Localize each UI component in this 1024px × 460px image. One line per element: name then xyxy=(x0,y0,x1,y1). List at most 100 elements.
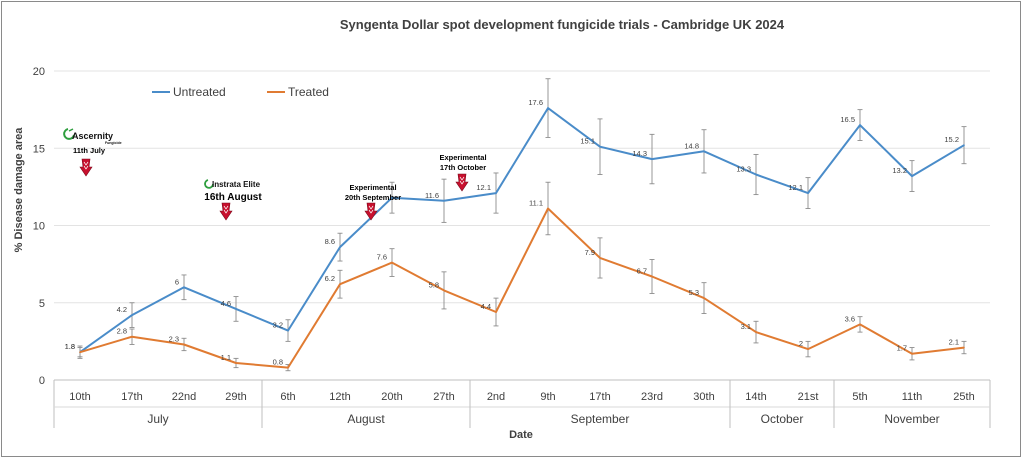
data-label: 12.1 xyxy=(788,183,803,192)
data-point xyxy=(547,107,549,109)
annotation-experimental-2: Experimental 17th October xyxy=(439,153,487,192)
data-point xyxy=(287,366,289,369)
data-point xyxy=(339,283,341,286)
data-label: 15.2 xyxy=(944,135,959,144)
x-tick-label: 22nd xyxy=(172,391,196,403)
data-label: 11.6 xyxy=(425,191,439,200)
data-point xyxy=(859,124,861,126)
data-point xyxy=(183,343,185,346)
x-tick-label: 10th xyxy=(69,391,90,403)
data-point xyxy=(807,192,809,194)
y-axis-ticks: 0 5 10 15 20 xyxy=(33,66,45,387)
legend-label-treated: Treated xyxy=(288,85,329,99)
instrata-brand: Instrata Elite xyxy=(212,180,261,189)
data-label: 3.1 xyxy=(741,322,751,331)
data-point xyxy=(859,323,861,326)
series-line-untreated xyxy=(79,107,965,354)
data-point xyxy=(807,348,809,350)
x-tick-label: 17th xyxy=(589,391,610,403)
x-tick-label: 30th xyxy=(693,391,714,403)
annotation-date-1: 11th July xyxy=(73,146,106,155)
x-tick-label: 27th xyxy=(433,391,454,403)
data-label: 1.1 xyxy=(221,353,231,362)
x-tick-label: 11th xyxy=(902,391,923,403)
data-label: 8.6 xyxy=(325,237,335,246)
data-label: 11.1 xyxy=(529,199,543,208)
data-label: 16.5 xyxy=(840,115,855,124)
x-tick-label: 17th xyxy=(121,391,142,403)
data-point xyxy=(599,145,601,148)
x-tick-label: 25th xyxy=(953,391,974,403)
data-label: 4.4 xyxy=(481,302,491,311)
data-point xyxy=(495,192,497,194)
x-tick-label: 12th xyxy=(329,391,350,403)
month-group-label: October xyxy=(761,412,804,426)
data-label: 15.1 xyxy=(580,137,595,146)
data-point xyxy=(131,314,133,316)
x-tick-label: 29th xyxy=(225,391,246,403)
annotation-date-2: 16th August xyxy=(204,192,262,203)
y-tick-label: 0 xyxy=(39,375,45,387)
data-label: 13.2 xyxy=(892,166,907,175)
ascernity-brand: Ascernity xyxy=(72,131,113,141)
x-axis: 10th 17th 22nd 29th 6th 12th 20th 27th 2nd 9th 17t… xyxy=(53,380,991,428)
x-tick-label: 23rd xyxy=(641,391,663,403)
data-labels: 1.8 4.2 6 4.6 3.2 8.6 11.6 12.1 17.6 15.1 14.3 14.8… xyxy=(65,98,959,367)
legend: Untreated Treated xyxy=(152,85,329,99)
legend-label-untreated: Untreated xyxy=(173,85,226,99)
error-bars xyxy=(77,78,967,372)
data-label: 1.8 xyxy=(65,342,75,351)
ascernity-logo-icon xyxy=(63,128,75,140)
data-label: 2.8 xyxy=(117,327,127,336)
data-label: 6.7 xyxy=(637,266,647,275)
application-arrow-icon xyxy=(79,158,93,177)
data-label: 6 xyxy=(175,277,179,286)
data-point xyxy=(651,158,653,160)
data-label: 7.9 xyxy=(585,248,595,257)
data-label: 2.1 xyxy=(949,338,959,347)
data-point xyxy=(131,335,133,338)
instrata-logo-icon xyxy=(204,179,214,189)
y-tick-label: 5 xyxy=(39,298,45,310)
data-label: 4.6 xyxy=(221,299,231,308)
data-point xyxy=(391,196,393,199)
data-point xyxy=(703,297,705,299)
chart-title: Syngenta Dollar spot development fungici… xyxy=(340,17,785,32)
data-point xyxy=(235,308,237,310)
data-label: 3.6 xyxy=(845,314,855,323)
data-point xyxy=(703,150,705,153)
month-group-label: July xyxy=(147,412,168,426)
y-tick-label: 10 xyxy=(33,221,45,233)
month-group-label: August xyxy=(347,412,385,426)
series-line-treated xyxy=(79,207,965,369)
application-arrow-icon xyxy=(364,202,378,221)
data-label: 0.8 xyxy=(273,358,283,367)
x-tick-label: 2nd xyxy=(487,391,505,403)
annotation-label-3: Experimental xyxy=(349,183,396,192)
y-axis-title: % Disease damage area xyxy=(13,127,25,253)
annotation-date-3: 20th September xyxy=(345,193,401,202)
x-axis-title: Date xyxy=(509,429,533,441)
data-label: 5.3 xyxy=(689,288,699,297)
data-label: 14.8 xyxy=(684,141,699,150)
application-arrow-icon xyxy=(219,202,233,221)
annotation-label-4: Experimental xyxy=(439,153,486,162)
y-tick-label: 15 xyxy=(33,143,45,155)
data-point xyxy=(287,329,289,332)
data-point xyxy=(911,175,913,177)
data-label: 2 xyxy=(799,339,803,348)
x-tick-label: 20th xyxy=(381,391,402,403)
data-label: 1.7 xyxy=(897,344,907,353)
data-label: 3.2 xyxy=(273,321,283,330)
application-arrow-icon xyxy=(455,173,469,192)
data-label: 6.2 xyxy=(325,274,335,283)
data-label: 17.6 xyxy=(528,98,543,107)
data-point xyxy=(963,144,965,146)
x-tick-label: 14th xyxy=(745,391,766,403)
data-point xyxy=(963,346,965,349)
data-point xyxy=(391,261,393,264)
data-point xyxy=(911,352,913,355)
annotation-experimental-1: Experimental 20th September xyxy=(345,183,401,221)
data-point xyxy=(443,199,445,202)
data-point xyxy=(547,207,549,210)
